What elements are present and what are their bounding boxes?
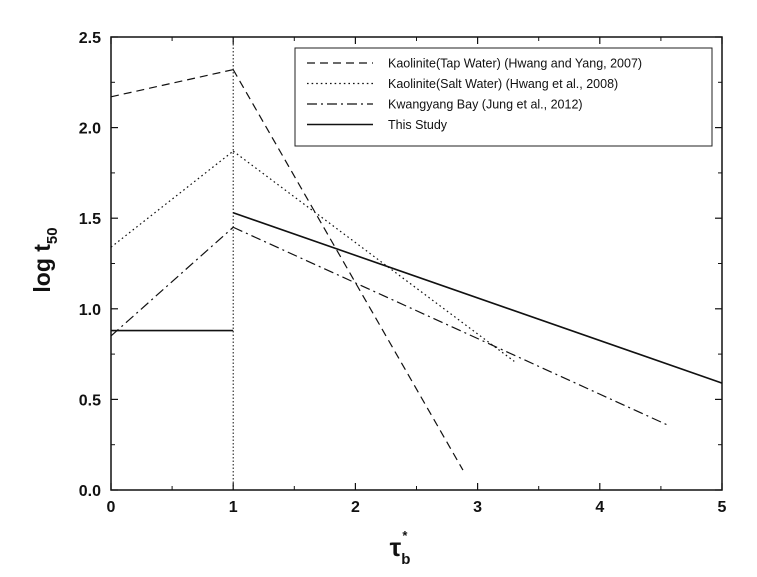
legend-label: This Study	[388, 118, 448, 132]
y-tick-label: 2.5	[79, 30, 101, 47]
legend: Kaolinite(Tap Water) (Hwang and Yang, 20…	[294, 47, 713, 147]
y-tick-label: 0.0	[79, 483, 101, 500]
y-tick-label: 1.0	[79, 302, 101, 319]
x-axis-title: τb *	[390, 528, 411, 568]
x-axis-title-subscript: b	[401, 551, 410, 568]
y-tick-label: 2.0	[79, 121, 101, 138]
x-tick-label: 2	[351, 499, 360, 516]
series-layer	[110, 69, 723, 471]
series-1-segment-2	[232, 69, 464, 471]
y-tick-label: 0.5	[79, 392, 101, 409]
series-4-segment-2	[232, 212, 723, 384]
legend-label: Kwangyang Bay (Jung et al., 2012)	[388, 98, 583, 112]
series-2	[110, 150, 515, 362]
series-1-segment-1	[110, 69, 234, 98]
y-axis-title: log t50	[29, 227, 61, 292]
legend-entry: Kwangyang Bay (Jung et al., 2012)	[307, 98, 583, 112]
series-2-segment-2	[232, 150, 515, 362]
series-4	[111, 212, 723, 384]
series-2-segment-1	[110, 150, 234, 248]
x-axis-title-superscript: *	[402, 528, 408, 543]
legend-label: Kaolinite(Tap Water) (Hwang and Yang, 20…	[388, 57, 642, 71]
x-tick-label: 3	[473, 499, 482, 516]
legend-entry: Kaolinite(Salt Water) (Hwang et al., 200…	[307, 77, 618, 91]
series-3-segment-2	[232, 226, 668, 426]
ticks-layer: 0 1 2 3 4 5 0.0 0.5 1.0 1.5 2.0 2.5	[79, 30, 727, 516]
y-axis-title-main: log t	[29, 244, 55, 293]
y-axis-title-subscript: 50	[44, 227, 61, 244]
series-3	[110, 226, 668, 426]
legend-box	[294, 47, 713, 147]
x-tick-label: 4	[595, 499, 604, 516]
x-tick-label: 0	[107, 499, 116, 516]
legend-entry: Kaolinite(Tap Water) (Hwang and Yang, 20…	[307, 57, 642, 71]
series-1	[110, 69, 464, 471]
legend-items: Kaolinite(Tap Water) (Hwang and Yang, 20…	[307, 57, 642, 132]
x-tick-label: 1	[229, 499, 238, 516]
x-axis-title-main: τ	[390, 532, 402, 562]
legend-entry: This Study	[307, 118, 448, 132]
legend-label: Kaolinite(Salt Water) (Hwang et al., 200…	[388, 77, 618, 91]
series-3-segment-1	[110, 226, 234, 337]
y-tick-label: 1.5	[79, 211, 101, 228]
x-tick-label: 5	[718, 499, 727, 516]
